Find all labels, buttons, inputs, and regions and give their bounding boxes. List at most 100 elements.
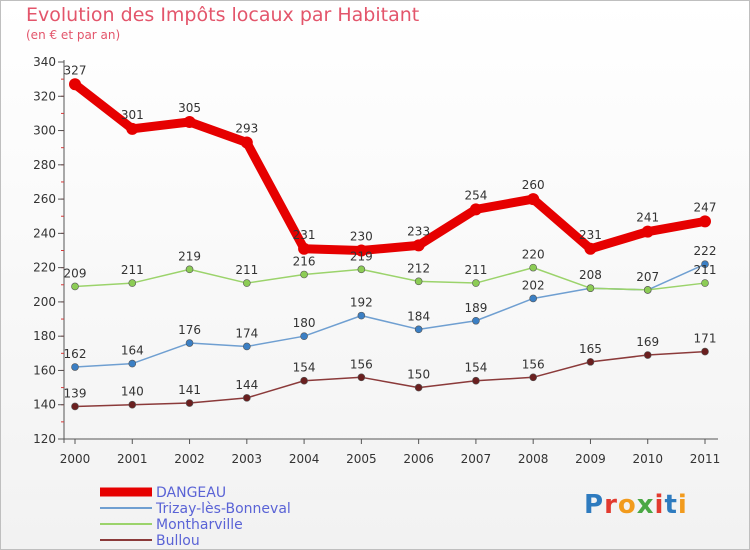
- x-tick-label: 2006: [403, 452, 434, 466]
- data-label-dangeau: 231: [579, 228, 602, 242]
- data-point-bullou: [357, 373, 366, 382]
- x-tick-label: 2010: [632, 452, 663, 466]
- data-label-dangeau: 247: [694, 200, 717, 214]
- data-label-bullou: 171: [694, 332, 717, 346]
- data-point-trizay-les-bonneval: [128, 359, 137, 368]
- y-tick-label: 320: [33, 89, 56, 103]
- data-label-dangeau: 254: [464, 188, 487, 202]
- data-label-trizay-les-bonneval: 174: [235, 326, 258, 340]
- y-tick-label: 160: [33, 363, 56, 377]
- y-tick-label: 200: [33, 295, 56, 309]
- x-tick-label: 2008: [518, 452, 549, 466]
- data-label-bullou: 150: [407, 368, 430, 382]
- data-label-montharville: 220: [522, 248, 545, 262]
- data-label-bullou: 165: [579, 342, 602, 356]
- logo-letter: i: [654, 490, 665, 520]
- data-point-montharville: [529, 263, 537, 272]
- axes: 120 140 160 180 200 220 240 260 280 300 320 340 2000…: [33, 55, 720, 466]
- y-tick-label: 120: [33, 432, 56, 446]
- data-point-bullou: [71, 402, 79, 411]
- data-point-bullou: [300, 376, 308, 385]
- series-line-bullou: [74, 350, 706, 408]
- y-tick-label: 340: [33, 55, 56, 69]
- data-point-dangeau: [126, 122, 139, 135]
- data-point-dangeau: [183, 115, 196, 128]
- data-point-bullou: [529, 373, 537, 382]
- data-label-bullou: 156: [522, 357, 545, 371]
- data-label-montharville: 219: [178, 249, 201, 263]
- data-label-trizay-les-bonneval: 176: [178, 323, 201, 337]
- data-point-bullou: [185, 399, 194, 407]
- data-labels: 139 140 141 144 154 156 150 154 156 165 169 171 162 1…: [64, 63, 717, 400]
- proxiti-logo: Proxiti: [584, 490, 688, 520]
- x-tick-label: 2007: [461, 452, 492, 466]
- data-point-dangeau: [412, 239, 425, 252]
- data-label-trizay-les-bonneval: 180: [293, 316, 316, 330]
- series-line-trizay-les-bonneval: [74, 263, 706, 368]
- data-point-montharville: [643, 286, 652, 294]
- data-label-trizay-les-bonneval: 202: [522, 278, 545, 292]
- data-point-trizay-les-bonneval: [71, 363, 79, 371]
- data-label-dangeau: 233: [407, 224, 430, 238]
- chart-title: Evolution des Impôts locaux par Habitant: [26, 4, 420, 26]
- y-tick-label: 140: [33, 398, 56, 412]
- data-point-dangeau: [469, 203, 482, 216]
- data-point-dangeau: [355, 244, 368, 257]
- data-label-montharville: 216: [293, 254, 316, 268]
- data-point-dangeau: [584, 242, 597, 255]
- data-label-trizay-les-bonneval: 164: [121, 344, 144, 358]
- logo-letter: i: [677, 490, 688, 520]
- series-layer: [69, 78, 711, 411]
- data-label-trizay-les-bonneval: 207: [636, 270, 659, 284]
- data-point-trizay-les-bonneval: [414, 325, 423, 334]
- data-point-montharville: [128, 279, 137, 287]
- data-label-trizay-les-bonneval: 184: [407, 309, 430, 323]
- data-point-dangeau: [69, 78, 81, 91]
- data-point-bullou: [472, 376, 480, 385]
- series-line-montharville: [74, 266, 706, 291]
- data-point-montharville: [71, 282, 79, 291]
- data-label-dangeau: 241: [636, 211, 659, 225]
- x-tick-label: 2003: [232, 452, 263, 466]
- y-tick-label: 180: [33, 329, 56, 343]
- data-label-montharville: 211: [121, 263, 144, 277]
- data-point-montharville: [472, 279, 480, 287]
- logo-letter: P: [584, 490, 605, 520]
- y-tick-label: 300: [33, 124, 56, 138]
- data-point-trizay-les-bonneval: [185, 339, 194, 347]
- data-label-bullou: 169: [636, 335, 659, 349]
- logo-letter: r: [604, 490, 618, 520]
- data-point-dangeau: [641, 225, 654, 238]
- data-label-bullou: 144: [235, 378, 258, 392]
- data-point-dangeau: [527, 193, 540, 206]
- data-label-dangeau: 230: [350, 230, 373, 244]
- y-tick-label: 260: [33, 192, 56, 206]
- x-tick-label: 2002: [174, 452, 205, 466]
- data-label-montharville: 209: [64, 266, 87, 280]
- series-line-dangeau: [70, 79, 710, 255]
- data-label-dangeau: 231: [293, 228, 316, 242]
- legend-label-dangeau: DANGEAU: [156, 485, 226, 501]
- data-label-dangeau: 305: [178, 101, 201, 115]
- data-point-bullou: [414, 383, 423, 392]
- x-tick-label: 2011: [690, 452, 721, 466]
- data-point-trizay-les-bonneval: [529, 294, 537, 303]
- x-tick-label: 2009: [575, 452, 606, 466]
- data-label-trizay-les-bonneval: 192: [350, 296, 373, 310]
- data-point-trizay-les-bonneval: [243, 342, 251, 351]
- data-point-montharville: [185, 265, 194, 274]
- data-point-trizay-les-bonneval: [357, 311, 366, 320]
- data-point-bullou: [243, 394, 251, 402]
- data-label-dangeau: 327: [64, 63, 87, 77]
- data-point-bullou: [128, 400, 137, 409]
- data-point-bullou: [701, 347, 709, 356]
- data-point-montharville: [357, 265, 366, 274]
- logo-letter: t: [664, 490, 678, 520]
- data-label-trizay-les-bonneval: 208: [579, 268, 602, 282]
- legend-label-bullou: Bullou: [156, 533, 200, 549]
- data-point-montharville: [300, 270, 308, 279]
- chart-subtitle: (en € et par an): [26, 28, 121, 42]
- data-label-montharville: 212: [407, 261, 430, 275]
- y-tick-label: 240: [33, 226, 56, 240]
